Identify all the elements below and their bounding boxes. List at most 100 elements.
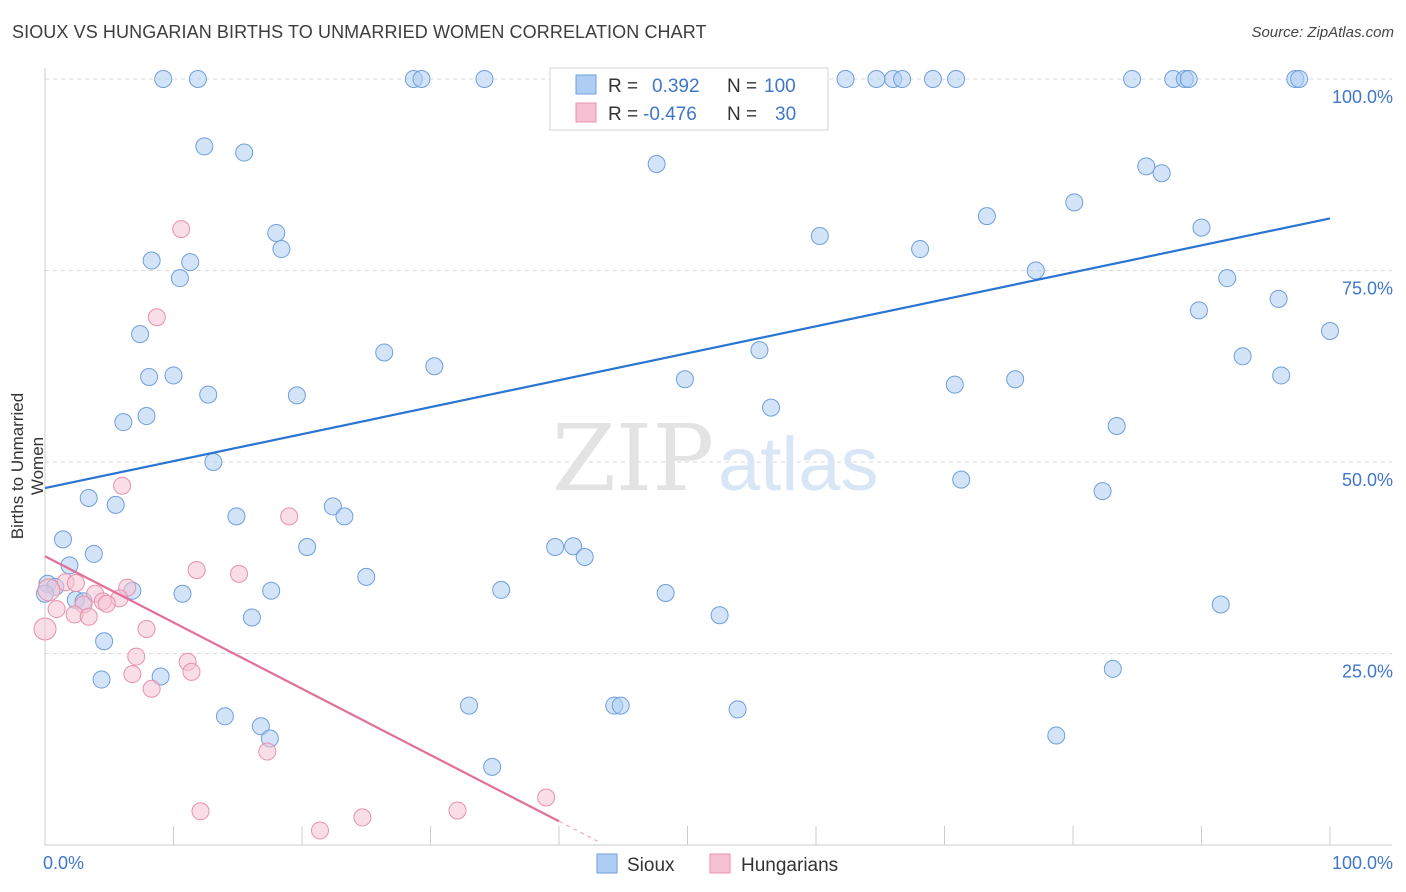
sioux-point [335, 507, 354, 526]
sioux-trend-line [44, 217, 1331, 490]
sioux-point [84, 544, 103, 563]
sioux-point [154, 70, 173, 88]
sioux-point [1107, 416, 1126, 435]
y-tick-label: 75.0% [1342, 279, 1393, 299]
sioux-point [151, 667, 170, 686]
sioux-point [142, 251, 161, 270]
sioux-point [750, 341, 769, 360]
sioux-point [1233, 347, 1252, 366]
tick-labels: 25.0% 50.0% 75.0% 100.0% 0.0% 100.0% [43, 87, 1393, 873]
sioux-point [867, 70, 886, 88]
sioux-point [945, 375, 964, 394]
sioux-point [728, 700, 747, 719]
sioux-point [181, 253, 200, 272]
sioux-point [170, 269, 189, 288]
sioux-point [460, 696, 479, 715]
sioux-point [164, 366, 183, 385]
bottom-legend-label-hungarians: Hungarians [741, 855, 838, 876]
sioux-point [611, 696, 630, 715]
sioux-point [952, 470, 971, 489]
sioux-point [1321, 322, 1339, 341]
sioux-point [357, 567, 376, 586]
sioux-point [575, 547, 594, 566]
legend-swatch-sioux [575, 74, 597, 95]
sioux-point [1006, 370, 1025, 389]
sioux-point [106, 495, 125, 514]
sioux-point [1290, 70, 1309, 88]
sioux-point [1269, 289, 1288, 308]
sioux-point [1093, 482, 1112, 501]
watermark-zip: ZIP [552, 405, 714, 512]
hungarian-point [66, 574, 85, 593]
sioux-point [564, 537, 583, 556]
y-tick-label: 25.0% [1342, 662, 1393, 682]
sioux-points [36, 70, 1339, 776]
sioux-point [140, 367, 159, 386]
sioux-point [710, 606, 729, 625]
sioux-point [204, 453, 223, 471]
sioux-point [79, 489, 98, 508]
bottom-legend-swatch-hungarians [709, 853, 731, 874]
sioux-point [195, 137, 214, 156]
hungarian-point [33, 617, 57, 641]
sioux-point [1152, 164, 1171, 183]
sioux-point [53, 530, 72, 549]
hungarian-point [537, 788, 556, 807]
hungarian-points [33, 220, 556, 840]
bottom-legend-label-sioux: Sioux [627, 855, 675, 876]
sioux-point [173, 584, 192, 603]
sioux-point [425, 357, 444, 376]
sioux-point [911, 240, 930, 259]
hungarian-point [47, 600, 66, 619]
bottom-legend-swatch-sioux [596, 853, 618, 874]
sioux-point [1103, 659, 1122, 678]
sioux-point [1047, 726, 1066, 745]
sioux-point [137, 407, 156, 426]
legend-n-label-sioux: N = [727, 76, 757, 97]
sioux-point [251, 717, 270, 736]
sioux-point [1179, 70, 1198, 88]
sioux-point [836, 70, 855, 88]
sioux-point [1123, 70, 1142, 88]
sioux-point [1211, 595, 1230, 614]
sioux-point [947, 70, 966, 88]
hungarian-point [191, 802, 210, 821]
sioux-point [131, 325, 150, 344]
y-tick-label: 50.0% [1342, 470, 1393, 490]
legend-n-value-hungarians: 30 [775, 104, 796, 125]
hungarian-point [79, 607, 98, 626]
hungarian-point [123, 665, 142, 684]
hungarian-point [97, 594, 116, 613]
sioux-point [267, 223, 286, 242]
legend-swatch-hungarians [575, 102, 597, 123]
hungarian-point [230, 564, 249, 583]
sioux-point [1026, 261, 1045, 280]
sioux-point [923, 70, 942, 88]
sioux-point [375, 343, 394, 362]
sioux-point [762, 398, 781, 417]
sioux-point [199, 385, 218, 404]
sioux-point [647, 155, 666, 174]
legend-r-label-sioux: R = [608, 76, 638, 97]
sioux-point [287, 386, 306, 405]
sioux-point [1218, 269, 1237, 288]
hungarian-point [172, 220, 191, 239]
legend-r-value-hungarians: -0.476 [643, 104, 697, 125]
x-tick-label: 0.0% [43, 853, 84, 873]
axes [44, 68, 1392, 846]
sioux-point [95, 632, 114, 651]
sioux-point [475, 70, 494, 88]
hungarian-point [137, 619, 156, 638]
hungarian-point [147, 308, 166, 327]
hungarian-point [258, 742, 277, 761]
gridlines [45, 78, 1392, 654]
sioux-point [483, 757, 502, 776]
sioux-point [1189, 301, 1208, 320]
legend-n-label-hungarians: N = [727, 104, 757, 125]
sioux-point [893, 70, 912, 88]
hungarians-trend-line [44, 555, 560, 823]
legend-r-label-hungarians: R = [608, 104, 638, 125]
x-tick-label: 100.0% [1332, 853, 1393, 873]
sioux-point [412, 70, 431, 88]
